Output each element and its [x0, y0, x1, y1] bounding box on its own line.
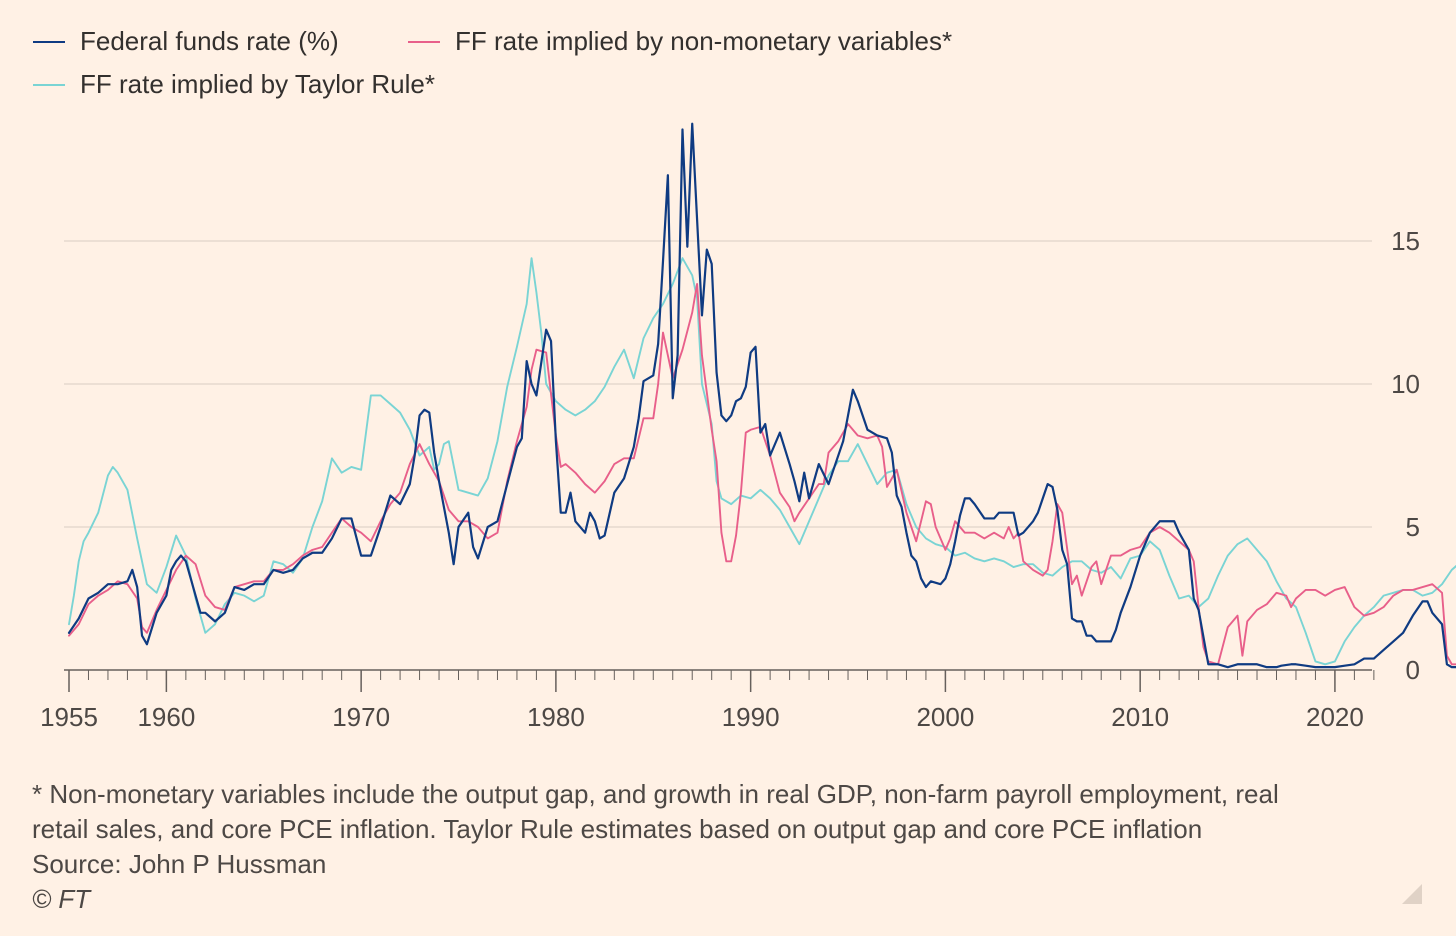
- legend: Federal funds rate (%) FF rate implied by…: [33, 26, 952, 99]
- credit-text: © FT: [32, 884, 92, 914]
- legend-label-1: Federal funds rate (%): [80, 26, 339, 56]
- series-line-1: [67, 122, 1456, 669]
- x-tick-label-1990: 1990: [722, 702, 780, 732]
- y-tick-label-0: 0: [1406, 655, 1420, 685]
- legend-label-3: FF rate implied by Taylor Rule*: [80, 69, 435, 99]
- legend-label-2: FF rate implied by non-monetary variable…: [455, 26, 952, 56]
- y-tick-label-5: 5: [1406, 512, 1420, 542]
- resize-handle-icon[interactable]: [1402, 884, 1422, 904]
- y-tick-label-10: 10: [1391, 369, 1420, 399]
- series-lines: [67, 122, 1456, 669]
- x-tick-label-2010: 2010: [1111, 702, 1169, 732]
- y-tick-label-15: 15: [1391, 226, 1420, 256]
- x-tick-label-1970: 1970: [332, 702, 390, 732]
- axes: 0 5 10 15 1955 1960 1970 1980 1990 2000 2010 2020: [40, 226, 1420, 732]
- x-tick-label-1955: 1955: [40, 702, 98, 732]
- x-tick-label-1960: 1960: [137, 702, 195, 732]
- series-line-3: [68, 257, 1456, 666]
- series-line-2: [68, 282, 1456, 666]
- source-text: Source: John P Hussman: [32, 849, 326, 879]
- footnote-line-2: retail sales, and core PCE inflation. Ta…: [32, 814, 1202, 844]
- x-tick-label-2020: 2020: [1306, 702, 1364, 732]
- footer: * Non-monetary variables include the out…: [32, 779, 1279, 914]
- footnote-line-1: * Non-monetary variables include the out…: [32, 779, 1279, 809]
- x-tick-label-1980: 1980: [527, 702, 585, 732]
- x-tick-label-2000: 2000: [916, 702, 974, 732]
